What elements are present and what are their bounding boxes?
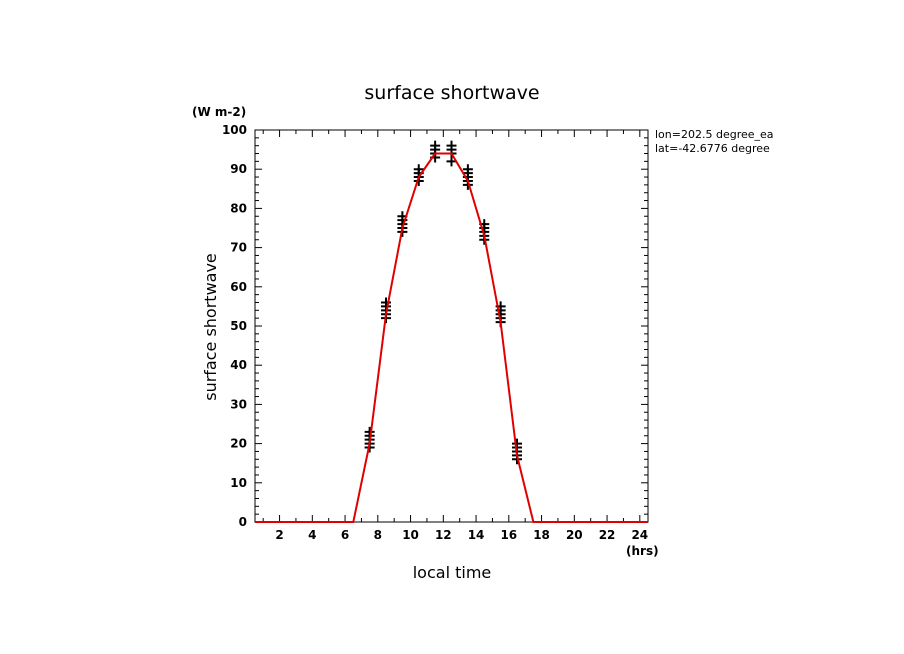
chart-title: surface shortwave [364,82,539,104]
data-point [462,164,473,175]
y-tick-label: 70 [230,241,247,255]
x-tick-label: 10 [402,528,419,542]
y-tick-label: 100 [222,123,247,137]
x-tick-label: 18 [533,528,550,542]
x-tick-label: 12 [435,528,452,542]
y-axis-label: surface shortwave [201,253,220,401]
x-tick-label: 24 [631,528,648,542]
y-tick-label: 10 [230,476,247,490]
data-point [381,297,391,308]
annotation-lat: lat=-42.6776 degree [655,142,770,155]
y-unit-label: (W m-2) [192,105,246,119]
x-tick-label: 16 [500,528,517,542]
y-tick-label: 0 [239,515,247,529]
data-point [446,140,457,151]
data-point [413,164,424,175]
data-point [430,140,441,151]
series-line [255,152,648,523]
data-point [512,438,522,449]
x-unit-label: (hrs) [626,544,659,558]
plot-frame [254,129,649,523]
x-tick-label: 2 [275,528,283,542]
x-tick-label: 22 [599,528,616,542]
x-tick-label: 4 [308,528,316,542]
x-tick-label: 6 [341,528,349,542]
data-point [364,426,375,437]
x-tick-label: 8 [374,528,382,542]
annotation-lon: lon=202.5 degree_ea [655,128,774,141]
y-tick-label: 40 [230,358,247,372]
y-tick-label: 30 [230,397,247,411]
y-tick-label: 90 [230,162,247,176]
y-tick-label: 60 [230,280,247,294]
x-tick-label: 14 [468,528,485,542]
x-axis-label: local time [413,563,492,582]
y-tick-label: 50 [230,319,247,333]
y-tick-label: 80 [230,201,247,215]
x-tick-label: 20 [566,528,583,542]
y-tick-label: 20 [230,437,247,451]
